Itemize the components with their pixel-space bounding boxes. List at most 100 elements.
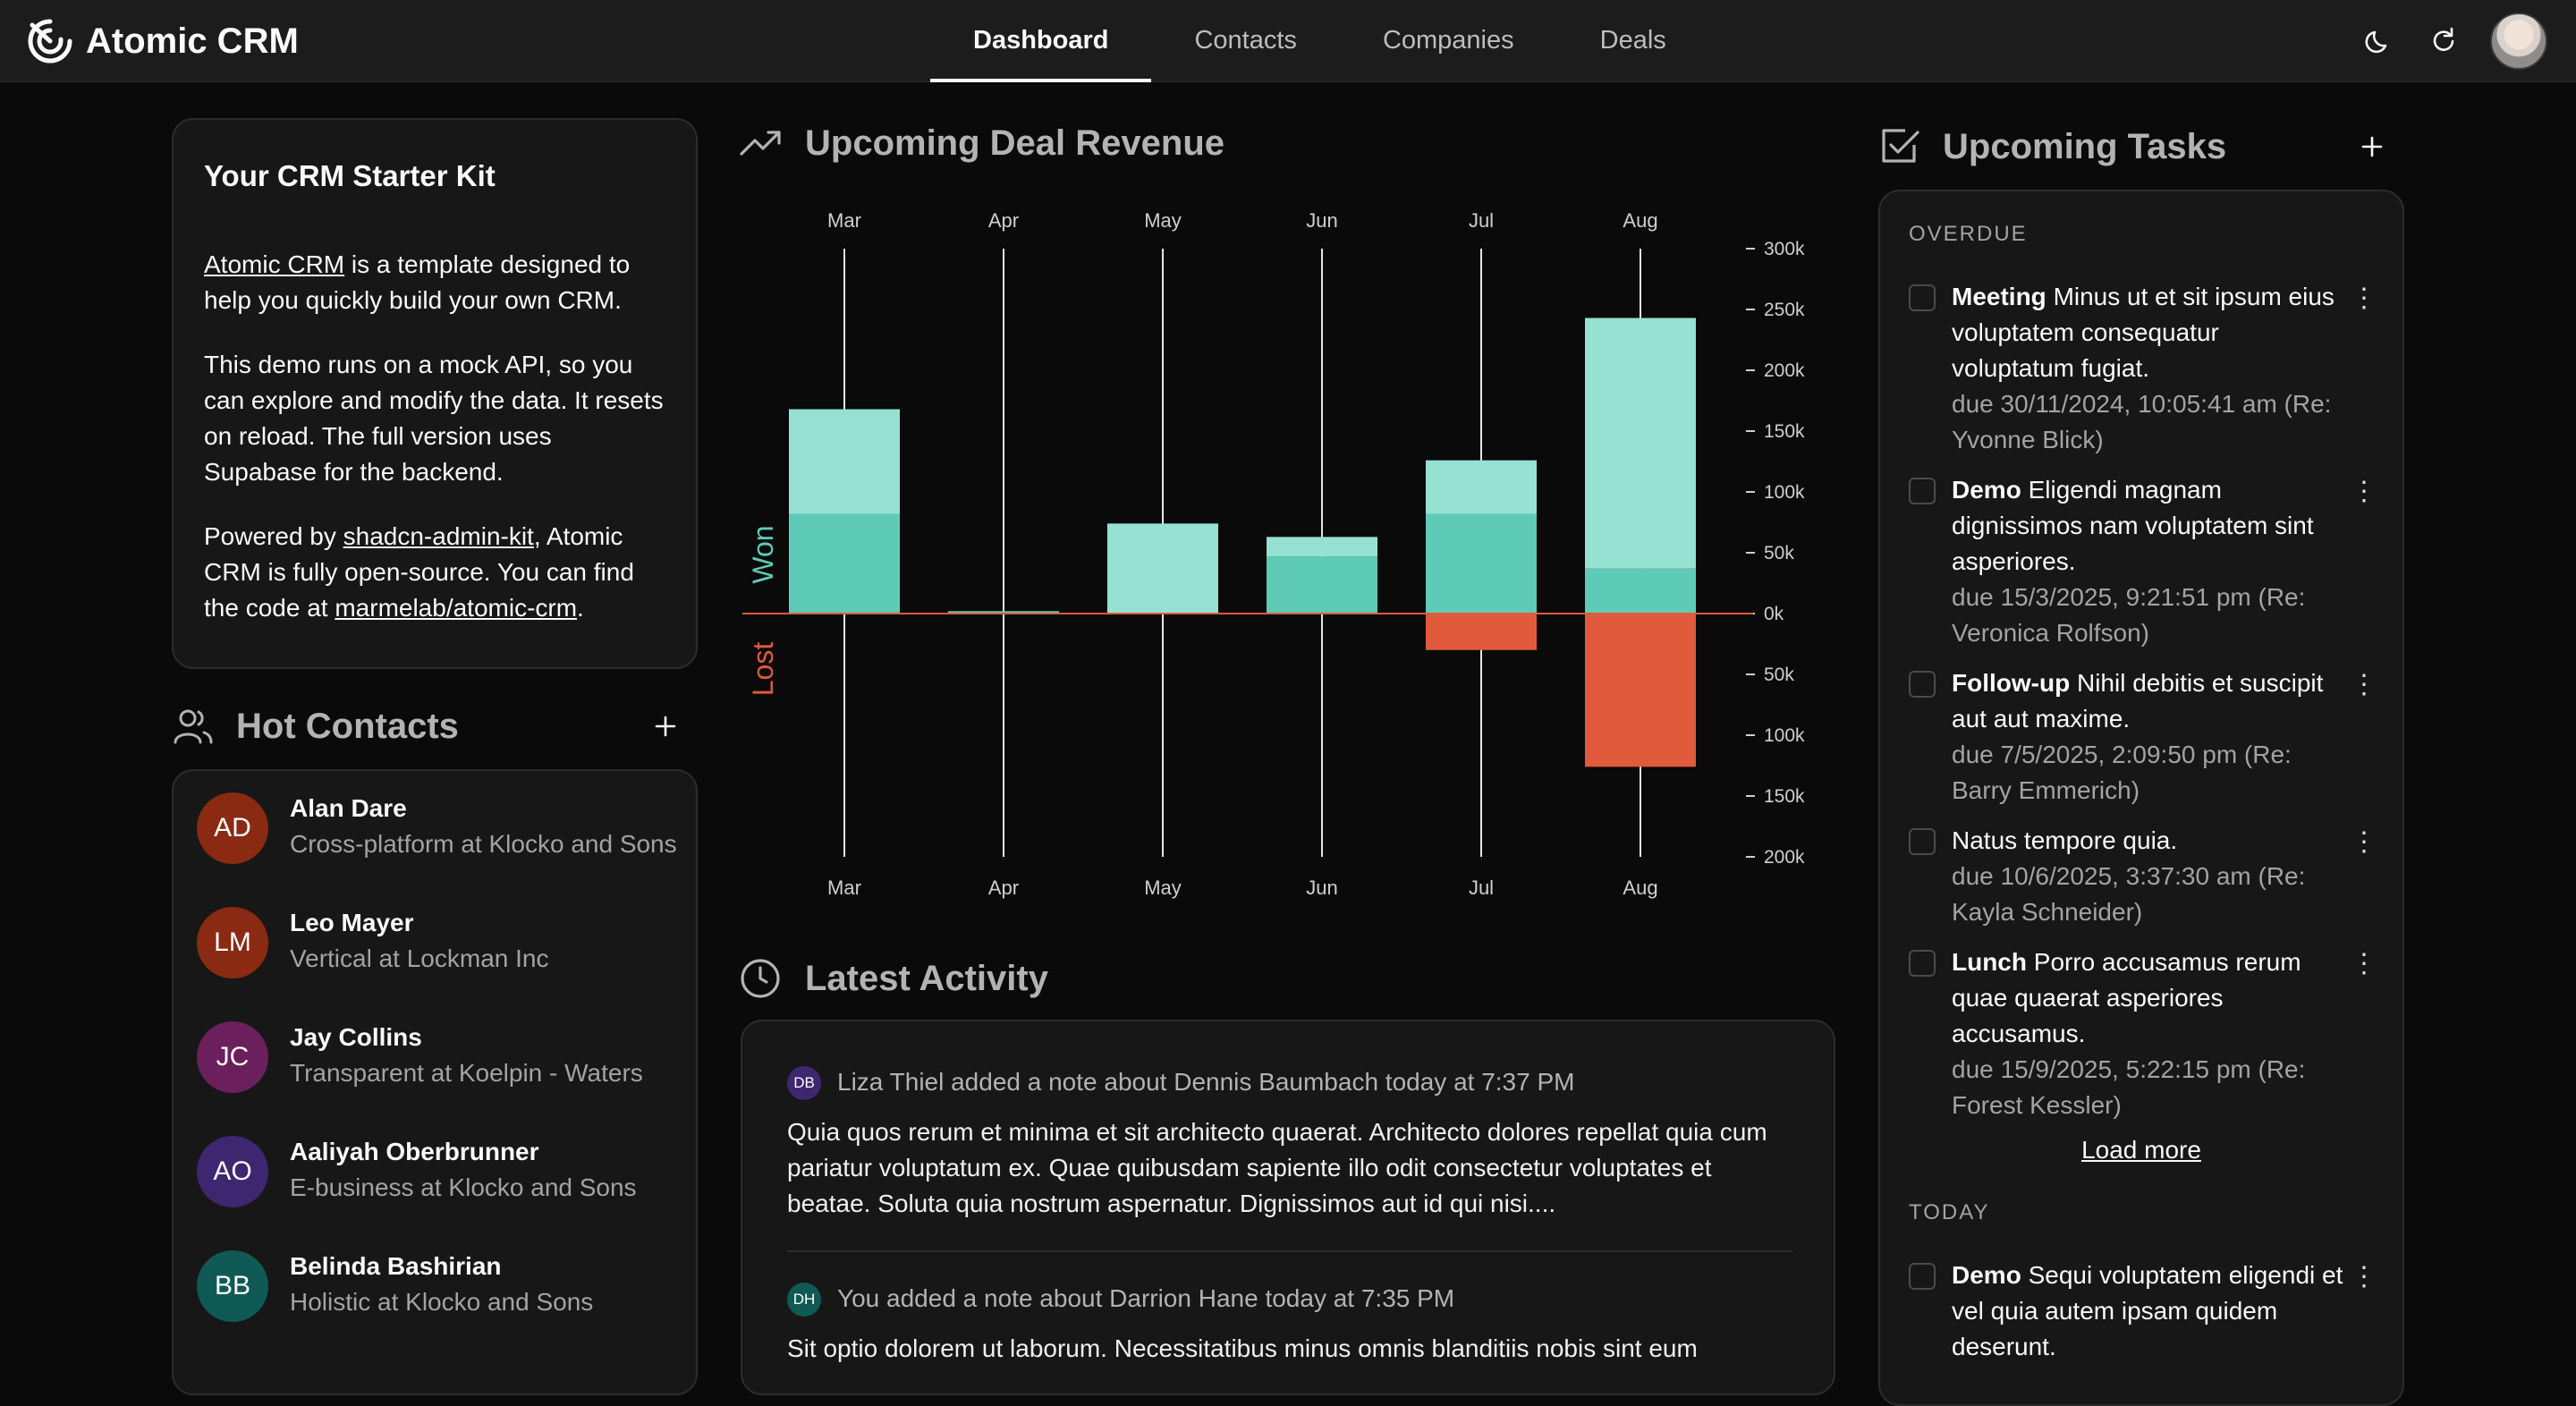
activity-avatar: DB [787, 1066, 821, 1100]
add-task-plus-icon[interactable] [2358, 132, 2386, 161]
contact-item[interactable]: BB Belinda Bashirian Holistic at Klocko … [174, 1229, 703, 1343]
contact-subtitle: Transparent at Koelpin - Waters [290, 1059, 643, 1087]
load-more-link[interactable]: Load more [2081, 1136, 2201, 1164]
activity-item[interactable]: DB Liza Thiel added a note about Dennis … [742, 1021, 1837, 1254]
trending-up-icon [740, 131, 781, 156]
moon-icon[interactable] [2361, 23, 2397, 59]
activity-avatar: DH [787, 1283, 821, 1317]
task-text: Eligendi magnam dignissimos nam voluptat… [1952, 476, 2314, 575]
contact-avatar: AO [197, 1136, 268, 1207]
y-tick-label: 50k [1764, 665, 1794, 685]
month-label-top: May [1144, 209, 1182, 232]
task-body: Lunch Porro accusamus rerum quae quaerat… [1952, 944, 2345, 1123]
task-menu-icon[interactable]: ⋮ [2351, 670, 2377, 699]
contact-avatar: JC [197, 1021, 268, 1093]
tasks-card: OVERDUE Meeting Minus ut et sit ipsum ei… [1878, 190, 2404, 1406]
month-label-bottom: Jul [1469, 877, 1494, 899]
task-type: Demo [1952, 476, 2021, 504]
revenue-title: Upcoming Deal Revenue [805, 123, 1225, 163]
won-bar-segment [789, 513, 900, 614]
contact-name: Belinda Bashirian [290, 1252, 502, 1280]
task-text: Nihil debitis et suscipit aut aut maxime… [1952, 669, 2324, 733]
task-menu-icon[interactable]: ⋮ [2351, 477, 2377, 506]
starter-kit-paragraph-3: Powered by shadcn-admin-kit, Atomic CRM … [204, 519, 669, 626]
y-tick-label: 250k [1764, 300, 1805, 320]
task-item: Meeting Minus ut et sit ipsum eius volup… [1909, 279, 2392, 458]
task-due: due 15/3/2025, 9:21:51 pm (Re: Veronica … [1952, 583, 2306, 647]
activity-header: Liza Thiel added a note about Dennis Bau… [837, 1068, 1575, 1096]
y-tick-label: 100k [1764, 725, 1805, 746]
contact-name: Jay Collins [290, 1023, 422, 1051]
lost-axis-label: Lost [747, 642, 779, 697]
won-bar-segment [1585, 568, 1696, 614]
won-axis-label: Won [747, 525, 779, 583]
contact-subtitle: Vertical at Lockman Inc [290, 944, 549, 972]
atomic-crm-link[interactable]: Atomic CRM [204, 250, 345, 278]
refresh-icon[interactable] [2426, 23, 2462, 59]
contact-item[interactable]: AD Alan Dare Cross-platform at Klocko an… [174, 771, 703, 885]
task-item: Lunch Porro accusamus rerum quae quaerat… [1909, 944, 2392, 1123]
y-tick-label: 150k [1764, 786, 1805, 807]
task-checkbox[interactable] [1909, 284, 1936, 311]
y-tick-label: 0k [1764, 604, 1784, 624]
main-nav: Dashboard Contacts Companies Deals [930, 0, 1709, 82]
contact-item[interactable]: JC Jay Collins Transparent at Koelpin - … [174, 1000, 703, 1114]
task-checkbox[interactable] [1909, 671, 1936, 698]
tab-companies[interactable]: Companies [1382, 26, 1514, 55]
task-menu-icon[interactable]: ⋮ [2351, 827, 2377, 857]
task-body: Natus tempore quia. due 10/6/2025, 3:37:3… [1952, 823, 2345, 930]
won-bar-segment [789, 409, 900, 514]
task-item: Natus tempore quia. due 10/6/2025, 3:37:3… [1909, 823, 2392, 930]
add-contact-plus-icon[interactable] [651, 712, 680, 741]
task-checkbox[interactable] [1909, 478, 1936, 504]
y-tick-label: 150k [1764, 421, 1805, 442]
task-text: Natus tempore quia. [1952, 826, 2178, 854]
starter-kit-paragraph-1: Atomic CRM is a template designed to hel… [204, 247, 669, 318]
month-label-bottom: Jun [1306, 877, 1337, 899]
task-type: Meeting [1952, 283, 2046, 310]
task-body: Follow-up Nihil debitis et suscipit aut … [1952, 665, 2345, 809]
task-text: Minus ut et sit ipsum eius voluptatem co… [1952, 283, 2334, 382]
won-bar-segment [1267, 556, 1377, 614]
shadcn-admin-kit-link[interactable]: shadcn-admin-kit [343, 522, 534, 550]
user-avatar[interactable] [2490, 13, 2547, 70]
contact-avatar: AD [197, 792, 268, 864]
activity-card: DB Liza Thiel added a note about Dennis … [741, 1020, 1835, 1395]
lost-bar [1426, 614, 1537, 650]
month-label-bottom: Apr [988, 877, 1019, 899]
revenue-chart: Mar Mar Apr Apr May May Jun Jun Jul Jul Aug Aug 300k… [742, 209, 1805, 899]
contact-subtitle: E-business at Klocko and Sons [290, 1173, 637, 1201]
starter-kit-paragraph-2: This demo runs on a mock API, so you can… [204, 351, 664, 486]
tab-contacts[interactable]: Contacts [1194, 26, 1297, 55]
app-title[interactable]: Atomic CRM [86, 21, 299, 61]
task-menu-icon[interactable]: ⋮ [2351, 284, 2377, 313]
task-due: due 10/6/2025, 3:37:30 am (Re: Kayla Sch… [1952, 862, 2306, 926]
contact-subtitle: Holistic at Klocko and Sons [290, 1288, 594, 1316]
task-menu-icon[interactable]: ⋮ [2351, 949, 2377, 978]
won-bar-segment [948, 611, 1059, 614]
task-due: due 30/11/2024, 10:05:41 am (Re: Yvonne … [1952, 390, 2332, 453]
tab-dashboard[interactable]: Dashboard [930, 0, 1152, 82]
task-due: due 7/5/2025, 2:09:50 pm (Re: Barry Emme… [1952, 741, 2292, 804]
activity-item[interactable]: DH You added a note about Darrion Hane t… [742, 1254, 1837, 1397]
task-checkbox[interactable] [1909, 1263, 1936, 1290]
tab-deals[interactable]: Deals [1599, 26, 1666, 55]
month-label-bottom: May [1144, 877, 1182, 899]
task-checkbox[interactable] [1909, 950, 1936, 977]
github-repo-link[interactable]: marmelab/atomic-crm [335, 594, 578, 622]
month-label-bottom: Mar [827, 877, 861, 899]
contact-name: Leo Mayer [290, 909, 414, 936]
won-bar-segment [1585, 318, 1696, 569]
won-bar-segment [1426, 513, 1537, 614]
top-bar: Atomic CRM Dashboard Contacts Companies … [0, 0, 2576, 82]
contact-item[interactable]: AO Aaliyah Oberbrunner E-business at Klo… [174, 1114, 703, 1229]
contact-item[interactable]: LM Leo Mayer Vertical at Lockman Inc [174, 885, 703, 1000]
atomic-logo-icon[interactable] [27, 18, 73, 64]
hot-contacts-title: Hot Contacts [236, 707, 459, 746]
won-bar-segment [1426, 460, 1537, 514]
y-tick-label: 100k [1764, 482, 1805, 503]
y-tick-label: 200k [1764, 360, 1805, 381]
task-checkbox[interactable] [1909, 828, 1936, 855]
square-check-icon [1882, 129, 1919, 163]
task-menu-icon[interactable]: ⋮ [2351, 1262, 2377, 1292]
